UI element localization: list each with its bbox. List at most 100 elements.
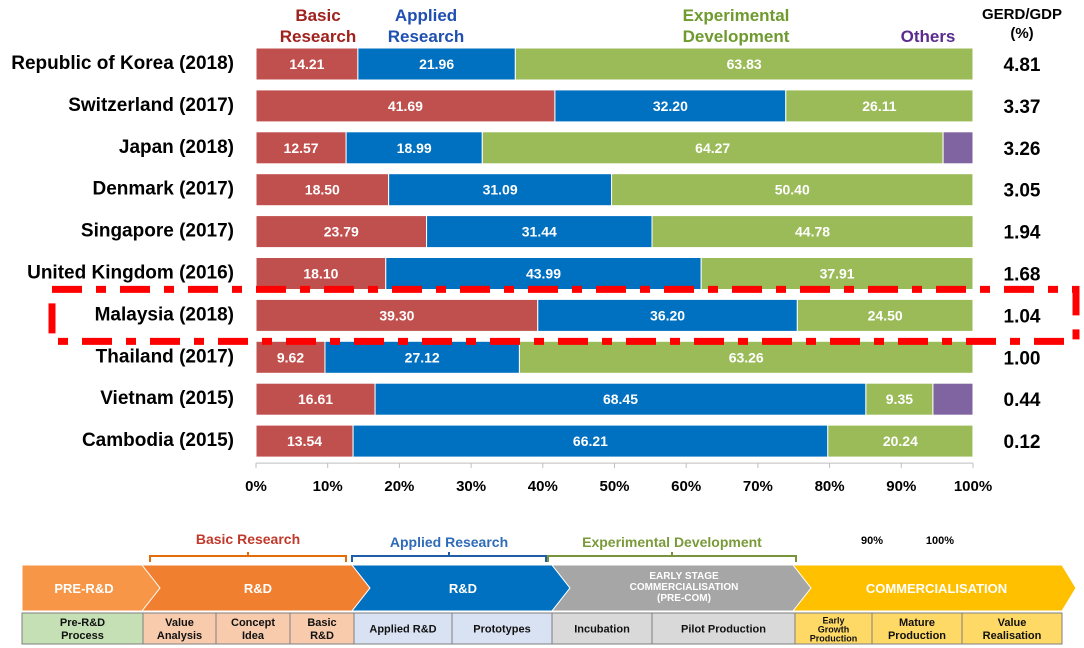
pipeline-sub-box-label: Mature: [899, 617, 935, 629]
bar-segment: [942, 131, 974, 165]
bar-segment: [611, 173, 974, 207]
pipeline-sub-box-label: Value: [165, 617, 194, 629]
pipeline-sub-box: [794, 612, 873, 645]
bar-segment: [385, 257, 702, 290]
gerd-gdp-value: 1.68: [1004, 265, 1041, 286]
pipeline-stage-title: R&D: [449, 581, 477, 596]
stage-bracket: [149, 555, 347, 562]
pipeline-sub-box-label: Production: [888, 630, 946, 642]
bar-value-label: 14.21: [289, 56, 324, 72]
pipeline-scale-mark: 90%: [861, 535, 883, 547]
bar-segment: [255, 424, 354, 458]
bar-segment: [796, 298, 974, 332]
x-tick-label: 60%: [671, 478, 701, 495]
x-tick-label: 80%: [815, 478, 845, 495]
pipeline-stage-chevron: [791, 564, 1077, 612]
pipeline-sub-box-label: Concept: [231, 617, 275, 629]
pipeline-sub-box: [21, 612, 144, 645]
bar-segment: [481, 131, 944, 165]
pipeline-sub-box: [961, 612, 1063, 645]
pipeline-sub-box-label: Incubation: [574, 624, 630, 636]
pipeline-sub-box-label: Prototypes: [473, 624, 530, 636]
bar-value-label: 36.20: [650, 307, 685, 323]
stage-bracket-label: Applied Research: [390, 534, 508, 550]
gerd-gdp-value: 3.05: [1004, 181, 1041, 202]
bar-segment: [255, 131, 347, 165]
bar-value-label: 41.69: [388, 98, 423, 114]
pipeline-sub-box: [651, 612, 796, 645]
bar-segment: [345, 131, 483, 165]
bar-value-label: 9.35: [886, 391, 913, 407]
bar-segment: [865, 382, 934, 416]
bar-value-label: 68.45: [603, 391, 638, 407]
bar-value-label: 64.27: [695, 140, 730, 156]
category-label: Singapore (2017): [81, 221, 234, 242]
bar-value-label: 24.50: [868, 307, 903, 323]
gerd-gdp-header-line-0: GERD/GDP: [982, 6, 1062, 23]
gerd-gdp-value: 1.94: [1004, 223, 1041, 244]
bar-value-label: 23.79: [324, 224, 359, 240]
bar-value-label: 18.10: [303, 266, 338, 282]
x-tick-label: 30%: [456, 478, 486, 495]
stage-bracket-label: Basic Research: [196, 531, 300, 547]
bar-segment: [352, 424, 829, 458]
bar-value-label: 31.44: [522, 224, 557, 240]
bar-value-label: 27.12: [405, 349, 440, 365]
category-label: Japan (2018): [119, 137, 234, 158]
legend-entry-applied-research-line-0: Applied: [395, 6, 457, 25]
legend-entry-basic-research-line-1: Research: [280, 27, 357, 46]
pipeline-sub-box-label: Growth: [818, 625, 850, 635]
bar-value-label: 31.09: [483, 182, 518, 198]
pipeline-stage-title: PRE-R&D: [54, 581, 113, 596]
pipeline-sub-box: [142, 612, 217, 645]
legend-entry-experimental-development-line-1: Development: [683, 27, 790, 46]
category-label: Republic of Korea (2018): [11, 53, 234, 74]
pipeline-sub-box-label: Production: [810, 634, 858, 644]
bar-value-label: 63.83: [727, 56, 762, 72]
stage-bracket: [547, 555, 797, 562]
category-label: Malaysia (2018): [95, 304, 234, 325]
legend-entry-experimental-development-line-0: Experimental: [683, 6, 790, 25]
bar-segment: [651, 215, 974, 249]
bar-segment: [324, 340, 520, 374]
pipeline-sub-box-label: Realisation: [983, 630, 1042, 642]
gerd-gdp-value: 1.00: [1004, 348, 1041, 369]
pipeline-stage-title: R&D: [244, 581, 272, 596]
pipeline-sub-box-label: Analysis: [157, 630, 202, 642]
bar-segment: [700, 257, 974, 290]
bar-value-label: 44.78: [795, 224, 830, 240]
pipeline-sub-box-label: Pilot Production: [681, 624, 766, 636]
category-label: Switzerland (2017): [68, 95, 234, 116]
category-label: Denmark (2017): [92, 179, 234, 200]
x-tick-label: 90%: [886, 478, 916, 495]
pipeline-sub-box-label: Early: [822, 616, 844, 626]
bar-value-label: 63.26: [729, 349, 764, 365]
bar-value-label: 16.61: [298, 391, 333, 407]
pipeline-sub-box-label: Basic: [307, 617, 336, 629]
stage-bracket-label: Experimental Development: [582, 534, 762, 550]
gerd-gdp-header-line-1: (%): [1010, 25, 1033, 42]
gerd-gdp-value: 4.81: [1004, 55, 1041, 76]
bar-value-label: 18.50: [305, 182, 340, 198]
pipeline-sub-box: [353, 612, 453, 645]
x-tick-label: 0%: [245, 478, 267, 495]
bar-value-label: 18.99: [397, 140, 432, 156]
category-label: Thailand (2017): [96, 346, 234, 367]
bar-segment: [514, 47, 974, 81]
bar-segment: [426, 215, 653, 249]
gerd-gdp-value: 3.26: [1004, 139, 1041, 160]
pipeline-scale-mark: 100%: [926, 535, 954, 547]
bar-value-label: 13.54: [287, 433, 322, 449]
bar-segment: [537, 298, 798, 332]
category-label: United Kingdom (2016): [27, 263, 234, 284]
pipeline-stage-title: (PRE-COM): [657, 593, 711, 604]
bar-value-label: 12.57: [284, 140, 319, 156]
bar-segment: [827, 424, 974, 458]
x-tick-label: 20%: [384, 478, 414, 495]
pipeline-sub-box-label: Process: [61, 630, 104, 642]
bar-value-label: 26.11: [862, 98, 896, 114]
bar-value-label: 21.96: [419, 56, 454, 72]
bar-segment: [255, 47, 359, 81]
pipeline-stage-title: EARLY STAGE: [649, 571, 719, 582]
highlight-dashed-box: [48, 285, 1080, 345]
